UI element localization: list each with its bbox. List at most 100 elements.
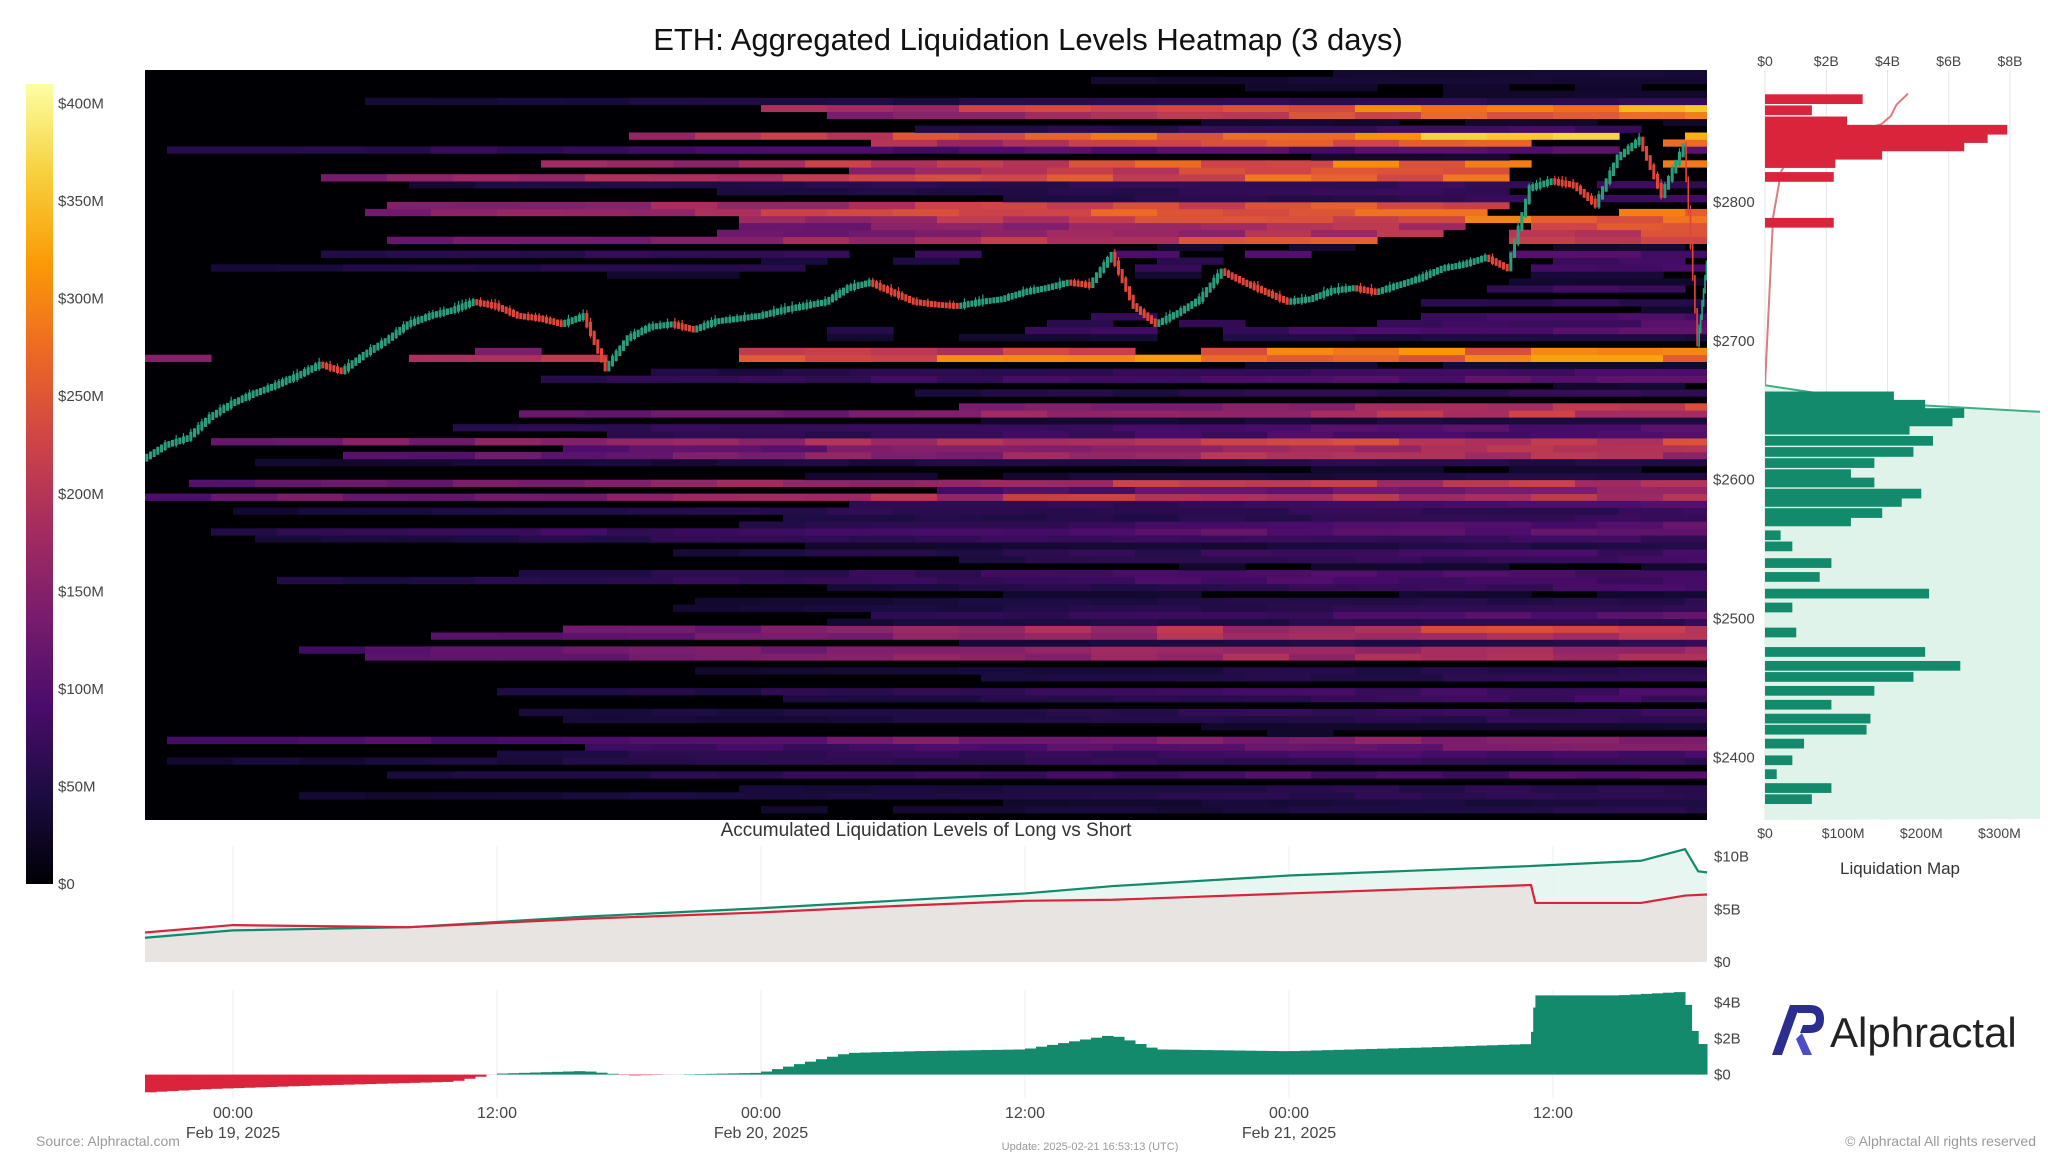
heatmap-cell xyxy=(1663,611,1707,619)
price-candle xyxy=(1659,182,1663,198)
heatmap-cell xyxy=(1157,625,1224,633)
heatmap-cell xyxy=(563,632,630,640)
heatmap-cell xyxy=(1267,451,1334,460)
heatmap-cell xyxy=(607,438,674,446)
heatmap-cell xyxy=(1157,132,1224,140)
brand-logo-mark-3 xyxy=(1796,1033,1812,1055)
heatmap-cell xyxy=(519,458,586,467)
price-candle xyxy=(577,314,582,322)
price-candle xyxy=(328,363,332,371)
heatmap-cell xyxy=(1245,167,1312,175)
price-candle xyxy=(918,299,923,306)
heatmap-cell xyxy=(1201,486,1268,494)
heatmap-cell xyxy=(1355,806,1422,814)
price-candle xyxy=(570,317,574,325)
time-tick-label: 00:00 xyxy=(213,1105,253,1122)
heatmap-cell xyxy=(1135,215,1202,224)
heatmap-cell xyxy=(871,528,938,536)
liquidation-tick-label: $100M xyxy=(1822,825,1865,841)
short-liquidation-bar xyxy=(1765,158,1836,168)
heatmap-cell xyxy=(1421,507,1488,515)
heatmap-cell xyxy=(1399,521,1466,529)
heatmap-cell xyxy=(1487,597,1554,606)
heatmap-cell xyxy=(783,743,850,751)
heatmap-cell xyxy=(827,792,894,800)
delta-short-bar xyxy=(629,1074,641,1076)
delta-long-bar xyxy=(552,1071,564,1075)
colorbar-tick-label: $400M xyxy=(58,96,104,113)
delta-long-bar xyxy=(904,1051,916,1075)
price-candle xyxy=(1333,287,1337,294)
heatmap-cell xyxy=(1355,667,1422,675)
heatmap-cell xyxy=(1443,479,1510,487)
price-candle xyxy=(1036,286,1040,293)
price-candle xyxy=(904,294,908,302)
heatmap-cell xyxy=(1245,458,1312,467)
price-candle xyxy=(1296,297,1300,304)
heatmap-cell xyxy=(1487,750,1554,758)
heatmap-cell xyxy=(497,757,564,765)
heatmap-cell xyxy=(541,181,608,189)
heatmap-cell xyxy=(453,250,520,258)
delta-short-bar xyxy=(156,1074,168,1092)
heatmap-cell xyxy=(981,535,1048,543)
heatmap-cell xyxy=(1157,750,1224,758)
heatmap-cell xyxy=(761,597,828,606)
delta-long-bar xyxy=(1355,1049,1367,1075)
heatmap-cell xyxy=(1509,743,1576,751)
heatmap-cell xyxy=(827,653,894,661)
heatmap-cell xyxy=(431,646,498,654)
price-candle xyxy=(841,287,846,296)
price-candle xyxy=(148,451,153,460)
heatmap-cell xyxy=(783,236,850,244)
heatmap-cell xyxy=(1157,597,1224,606)
delta-long-bar xyxy=(1289,1051,1301,1075)
liquidation-tick-label: $300M xyxy=(1978,825,2021,841)
price-candle xyxy=(1083,281,1088,288)
heatmap-cell xyxy=(1597,70,1664,78)
heatmap-cell xyxy=(1575,674,1642,682)
heatmap-cell xyxy=(1355,556,1422,564)
price-candle xyxy=(1179,307,1183,316)
heatmap-cell xyxy=(1311,570,1378,578)
heatmap-cell xyxy=(1553,313,1620,321)
heatmap-cell xyxy=(827,583,894,592)
heatmap-cell xyxy=(1135,451,1202,460)
price-candle xyxy=(368,347,373,356)
heatmap-cell xyxy=(1663,785,1707,793)
heatmap-cell xyxy=(1267,604,1334,612)
heatmap-cell xyxy=(1157,76,1224,85)
delta-short-bar xyxy=(343,1074,355,1085)
heatmap-cell xyxy=(1421,313,1488,321)
heatmap-cell xyxy=(1201,347,1268,356)
heatmap-cell xyxy=(805,431,872,439)
heatmap-cell xyxy=(233,146,300,154)
heatmap-cell xyxy=(1443,424,1510,432)
delta-long-bar xyxy=(1102,1035,1114,1075)
heatmap-cell xyxy=(1025,132,1092,140)
heatmap-cell xyxy=(563,715,630,724)
heatmap-cell xyxy=(1245,479,1312,487)
heatmap-cell xyxy=(1509,236,1576,244)
price-candle xyxy=(599,348,604,363)
price-candle xyxy=(1608,170,1612,184)
price-candle xyxy=(541,315,545,323)
heatmap-cell xyxy=(959,625,1026,633)
heatmap-cell xyxy=(1355,445,1422,453)
heatmap-cell xyxy=(717,771,784,779)
heatmap-cell xyxy=(1575,389,1642,397)
heatmap-cell xyxy=(1201,375,1268,383)
heatmap-cell xyxy=(849,167,916,175)
short-liquidation-bar xyxy=(1765,116,1848,127)
heatmap-cell xyxy=(1179,514,1246,522)
price-candle xyxy=(456,304,461,312)
heatmap-cell xyxy=(1685,715,1707,724)
heatmap-cell xyxy=(1641,570,1707,578)
price-candle xyxy=(1498,260,1502,268)
price-candle xyxy=(1322,290,1326,298)
price-candle xyxy=(1120,269,1124,284)
delta-long-bar xyxy=(1608,995,1620,1075)
price-candle xyxy=(1373,288,1377,295)
heatmap-cell xyxy=(871,181,938,189)
heatmap-cell xyxy=(1553,76,1620,85)
